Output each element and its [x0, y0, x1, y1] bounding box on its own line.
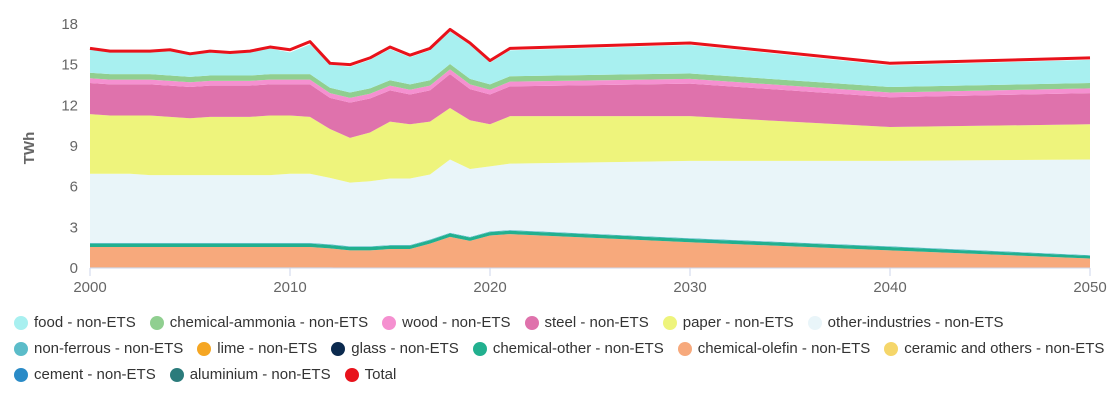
area: [90, 108, 1090, 183]
legend-swatch: [524, 315, 539, 330]
x-tick-label: 2020: [473, 279, 506, 296]
x-tick-label: 2050: [1073, 279, 1106, 296]
area: [90, 230, 1090, 259]
legend-swatch: [344, 367, 359, 382]
legend-item[interactable]: cement - non-ETS: [14, 366, 156, 383]
legend-label: chemical-other - non-ETS: [492, 340, 664, 357]
total-line: [89, 27, 1091, 67]
legend-swatch: [884, 341, 899, 356]
legend-item[interactable]: ceramic and others - non-ETS: [884, 340, 1104, 357]
legend-swatch: [14, 367, 28, 382]
legend-swatch: [472, 341, 487, 356]
legend-label: glass - non-ETS: [351, 340, 459, 357]
legend-item[interactable]: glass - non-ETS: [331, 340, 459, 357]
legend-label: cement - non-ETS: [34, 366, 156, 383]
legend-swatch: [807, 315, 822, 330]
legend-label: lime - non-ETS: [217, 340, 318, 357]
y-axis-title: TWh: [21, 132, 38, 164]
y-tick-label: 6: [70, 179, 78, 196]
legend-label: aluminium - non-ETS: [189, 366, 331, 383]
legend-swatch: [331, 341, 346, 356]
y-tick-label: 0: [70, 260, 78, 277]
legend-label: food - non-ETS: [34, 314, 136, 331]
legend-item[interactable]: food - non-ETS: [14, 314, 136, 331]
legend-item[interactable]: lime - non-ETS: [197, 340, 317, 357]
y-tick-label: 15: [61, 57, 78, 74]
legend-item[interactable]: aluminium - non-ETS: [169, 366, 331, 383]
x-tick-label: 2000: [73, 279, 106, 296]
y-tick-label: 12: [61, 97, 78, 114]
legend-swatch: [662, 315, 677, 330]
legend-label: Total: [364, 366, 397, 383]
legend-label: paper - non-ETS: [682, 314, 794, 331]
legend-item[interactable]: wood - non-ETS: [382, 314, 511, 331]
area: [90, 74, 1090, 138]
legend-item[interactable]: non-ferrous - non-ETS: [14, 340, 183, 357]
legend-label: chemical-olefin - non-ETS: [697, 340, 871, 357]
x-tick-label: 2010: [273, 279, 306, 296]
y-tick-label: 9: [70, 138, 78, 155]
legend-label: steel - non-ETS: [544, 314, 649, 331]
legend-item[interactable]: chemical-ammonia - non-ETS: [149, 314, 369, 331]
legend-swatch: [677, 341, 692, 356]
legend-swatch: [169, 367, 184, 382]
legend-swatch: [14, 315, 28, 330]
y-tick-label: 18: [61, 16, 78, 33]
y-tick-label: 3: [70, 219, 78, 236]
legend-item[interactable]: Total: [344, 366, 397, 383]
legend-item[interactable]: other-industries - non-ETS: [807, 314, 1004, 331]
legend-item[interactable]: chemical-other - non-ETS: [472, 340, 664, 357]
legend-item[interactable]: steel - non-ETS: [524, 314, 649, 331]
x-tick-label: 2030: [673, 279, 706, 296]
legend-item[interactable]: chemical-olefin - non-ETS: [677, 340, 871, 357]
legend-label: wood - non-ETS: [402, 314, 511, 331]
legend: food - non-ETS chemical-ammonia - non-ETS…: [14, 314, 1109, 383]
legend-label: chemical-ammonia - non-ETS: [169, 314, 369, 331]
area: [90, 159, 1090, 256]
area: [90, 31, 1090, 93]
legend-swatch: [382, 315, 397, 330]
legend-label: non-ferrous - non-ETS: [34, 340, 184, 357]
legend-swatch: [14, 341, 28, 356]
legend-label: other-industries - non-ETS: [827, 314, 1004, 331]
x-tick-label: 2040: [873, 279, 906, 296]
area: [90, 234, 1090, 268]
legend-label: ceramic and others - non-ETS: [904, 340, 1105, 357]
chart: TWh 0 3 6 9 12 15 18 2000 2010 2020 2030 2040 2050: [21, 16, 1107, 296]
legend-swatch: [197, 341, 212, 356]
legend-swatch: [149, 315, 164, 330]
legend-item[interactable]: paper - non-ETS: [662, 314, 794, 331]
